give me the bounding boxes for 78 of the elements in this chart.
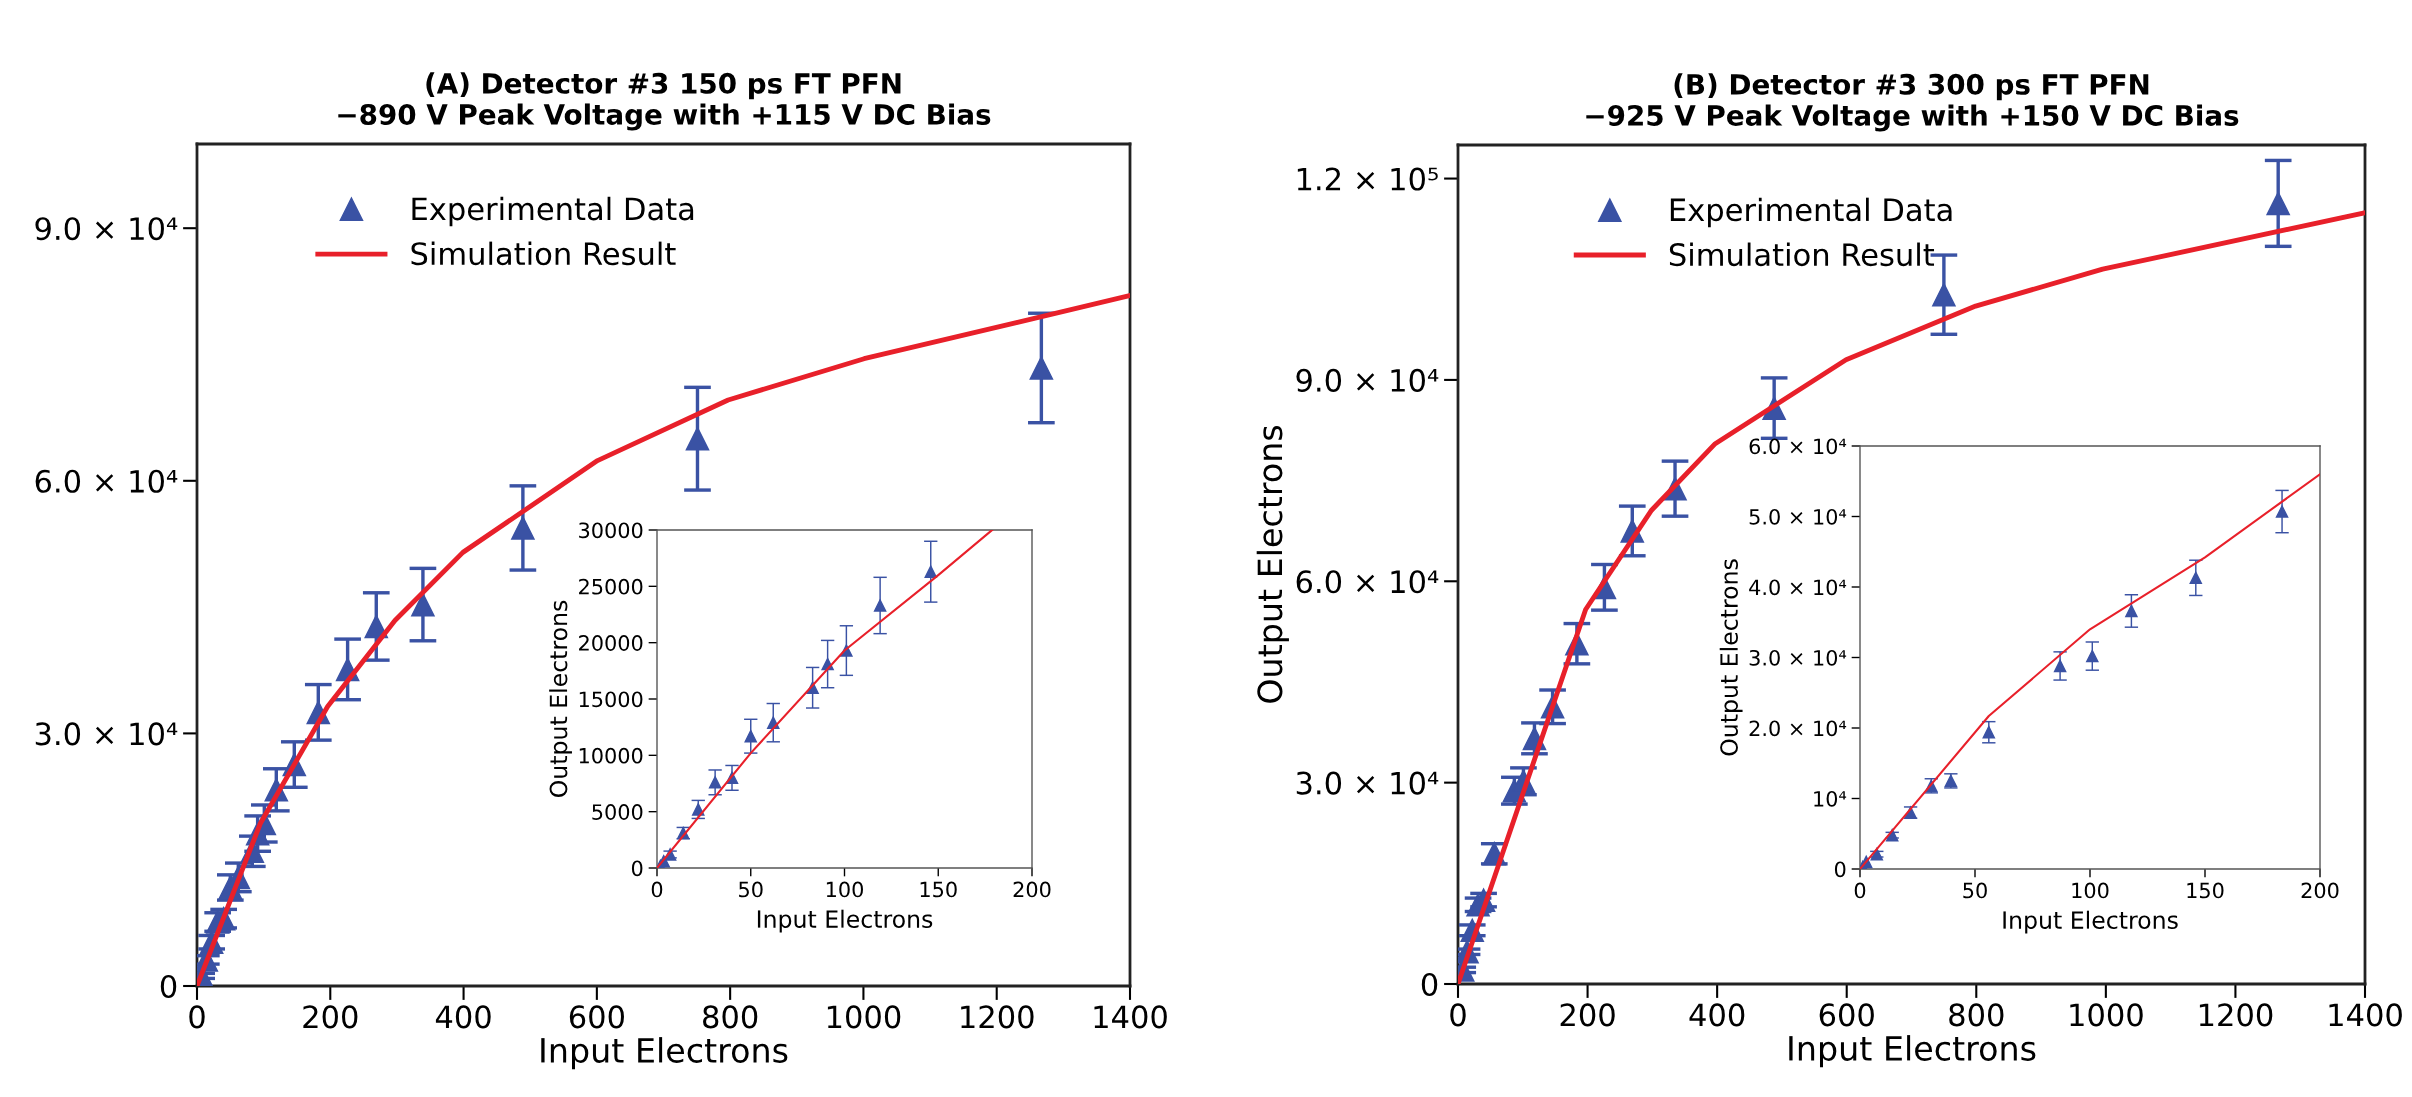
- x-tick-label: 100: [826, 881, 863, 898]
- point: [924, 565, 938, 578]
- x-tick-label: 600: [1819, 1003, 1874, 1027]
- y-tick-label: 9.0 × 10⁴: [35, 217, 178, 241]
- x-tick-label: 1400: [2329, 1003, 2402, 1027]
- point: [511, 516, 535, 540]
- y-tick-label: 25000: [579, 578, 643, 595]
- x-axis-title: Input Electrons: [541, 1037, 788, 1070]
- point: [708, 776, 722, 789]
- y-tick-label: 0: [631, 860, 643, 877]
- legend-label: Experimental Data: [1670, 197, 1952, 228]
- x-tick-label: 600: [569, 1005, 624, 1029]
- y-tick-label: 4.0 × 10⁴: [1749, 579, 1847, 596]
- x-tick-label: 1000: [827, 1005, 901, 1029]
- x-tick-label: 0: [651, 881, 663, 898]
- x-tick-label: 100: [2072, 882, 2109, 899]
- y-tick-label: 10⁴: [1814, 790, 1847, 807]
- y-axis-title: Output Electrons: [549, 600, 572, 797]
- y-tick-label: 2.0 × 10⁴: [1749, 720, 1847, 737]
- y-tick-label: 30000: [579, 522, 643, 539]
- legend-label: Experimental Data: [412, 196, 694, 227]
- x-tick-label: 200: [1013, 881, 1051, 898]
- point: [411, 592, 435, 617]
- y-tick-label: 5000: [592, 804, 643, 820]
- y-tick-label: 10000: [579, 747, 643, 764]
- point: [1982, 725, 1996, 739]
- legend-label: Simulation Result: [1669, 242, 1935, 267]
- x-tick-label: 1200: [961, 1005, 1034, 1029]
- y-tick-label: 15000: [579, 691, 643, 708]
- y-tick-label: 6.0 × 10⁴: [1749, 438, 1847, 455]
- chart-title: (B) Detector #3 300 ps FT PFN −925 V Peak Voltage with +150 V DC Bias: [1586, 73, 2239, 132]
- x-tick-label: 1400: [1094, 1005, 1167, 1029]
- y-tick-label: 1.2 × 10⁵: [1297, 167, 1438, 191]
- y-tick-label: 0: [1834, 861, 1846, 878]
- y-tick-label: 3.0 × 10⁴: [35, 722, 178, 746]
- x-tick-label: 50: [739, 881, 763, 898]
- x-tick-label: 200: [1560, 1003, 1615, 1027]
- point: [2125, 604, 2138, 618]
- y-tick-label: 9.0 × 10⁴: [1296, 368, 1439, 392]
- x-tick-label: 1000: [2070, 1003, 2143, 1027]
- point: [1029, 356, 1054, 380]
- x-tick-label: 400: [1689, 1003, 1745, 1027]
- chart-title: (A) Detector #3 150 ps FT PFN −890 V Peak Voltage with +115 V DC Bias: [338, 72, 991, 131]
- point: [2275, 505, 2289, 518]
- point: [2266, 191, 2290, 216]
- x-tick-label: 0: [189, 1005, 205, 1029]
- point: [744, 729, 758, 743]
- point: [1932, 282, 1956, 307]
- x-axis-title: Input Electrons: [1789, 1035, 2036, 1068]
- y-axis-title: Output Electrons: [1719, 559, 1743, 756]
- x-tick-label: 200: [2301, 882, 2339, 899]
- point: [2189, 571, 2203, 585]
- x-tick-label: 150: [2187, 882, 2224, 899]
- x-tick-label: 200: [303, 1005, 358, 1029]
- x-axis-title: Input Electrons: [2003, 910, 2178, 934]
- y-tick-label: 6.0 × 10⁴: [1296, 570, 1439, 594]
- y-tick-label: 0: [1421, 972, 1438, 997]
- point: [685, 426, 710, 451]
- x-tick-label: 0: [1854, 882, 1866, 899]
- y-tick-label: 0: [160, 974, 177, 999]
- legend-label: Simulation Result: [411, 241, 676, 266]
- x-tick-label: 800: [1949, 1003, 2004, 1027]
- point: [873, 599, 887, 612]
- point: [2053, 659, 2067, 673]
- y-tick-label: 6.0 × 10⁴: [35, 469, 178, 493]
- y-tick-label: 20000: [579, 635, 643, 651]
- x-tick-label: 150: [920, 881, 957, 898]
- y-tick-label: 3.0 × 10⁴: [1749, 649, 1847, 666]
- y-tick-label: 3.0 × 10⁴: [1296, 771, 1439, 795]
- point: [2086, 649, 2099, 663]
- x-tick-label: 800: [703, 1005, 758, 1029]
- x-tick-label: 1200: [2199, 1003, 2273, 1027]
- y-tick-label: 5.0 × 10⁴: [1749, 508, 1847, 525]
- x-tick-label: 400: [435, 1005, 491, 1029]
- x-tick-label: 50: [1963, 882, 1987, 899]
- y-axis-title: Output Electrons: [1256, 425, 1289, 703]
- x-axis-title: Input Electrons: [757, 909, 933, 933]
- x-tick-label: 0: [1450, 1003, 1466, 1027]
